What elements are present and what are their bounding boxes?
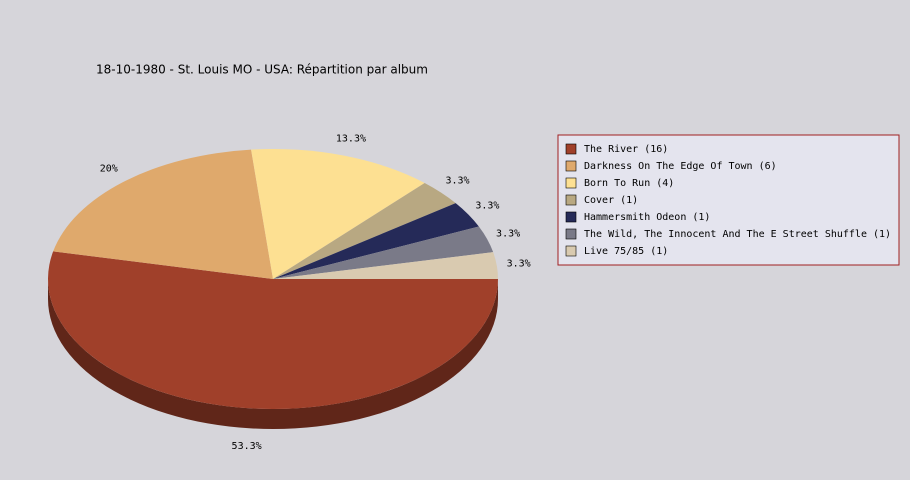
legend-label: The Wild, The Innocent And The E Street … xyxy=(584,229,891,240)
value-label: 20% xyxy=(100,163,118,174)
pie-slice xyxy=(273,203,479,279)
value-label: 3.3% xyxy=(445,176,469,187)
legend-swatch xyxy=(565,194,577,206)
pie-slice xyxy=(47,251,498,409)
legend-swatch xyxy=(565,160,577,172)
legend-label: Hammersmith Odeon (1) xyxy=(584,212,710,223)
legend-label: Cover (1) xyxy=(584,195,638,206)
legend-box xyxy=(557,134,900,266)
legend-label: The River (16) xyxy=(584,144,668,155)
pie-slice xyxy=(273,182,456,279)
pie-slice xyxy=(251,148,425,279)
legend-swatch xyxy=(565,211,577,223)
legend-swatch xyxy=(565,177,577,189)
pie-slice xyxy=(273,252,498,279)
value-label: 13.3% xyxy=(336,134,366,145)
legend-swatch xyxy=(565,228,577,240)
pie-slice xyxy=(273,226,494,279)
legend-swatch xyxy=(565,143,577,155)
legend-label: Born To Run (4) xyxy=(584,178,674,189)
value-label: 3.3% xyxy=(507,259,531,270)
value-label: 53.3% xyxy=(232,441,262,452)
legend-swatch xyxy=(565,245,577,257)
value-label: 3.3% xyxy=(475,201,499,212)
chart-title: 18-10-1980 - St. Louis MO - USA: Réparti… xyxy=(96,63,428,77)
legend-label: Darkness On The Edge Of Town (6) xyxy=(584,161,777,172)
value-label: 3.3% xyxy=(496,229,520,240)
legend-label: Live 75/85 (1) xyxy=(584,246,668,257)
pie-slice xyxy=(53,149,273,279)
